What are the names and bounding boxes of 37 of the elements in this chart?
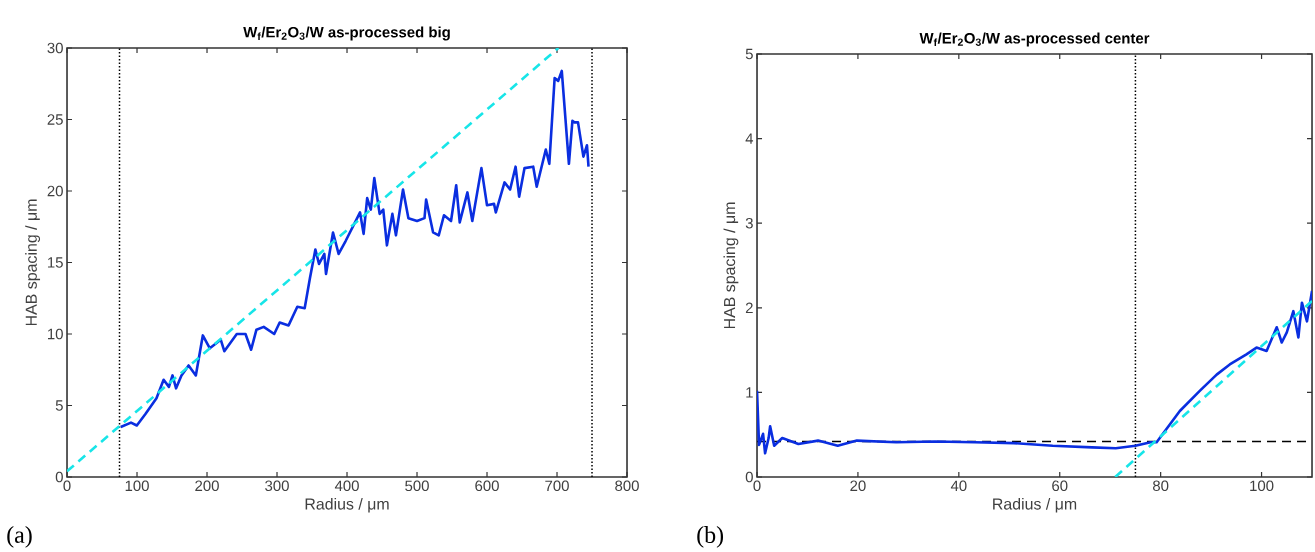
x-tick-label: 80 (1153, 480, 1169, 492)
y-tick-label: 20 (47, 185, 63, 197)
y-tick-label: 25 (47, 114, 63, 125)
x-tick-label: 60 (1052, 480, 1068, 492)
y-axis-title: HAB spacing / μm (25, 199, 41, 326)
text: (a) (7, 526, 32, 548)
x-tick-label: 100 (1250, 480, 1274, 492)
y-tick-label: 30 (47, 42, 63, 54)
y-tick-label: 2 (745, 302, 753, 313)
x-tick-label: 0 (63, 480, 71, 492)
text: (b) (697, 526, 724, 548)
x-axis-title: Radius / μm (305, 497, 389, 513)
y-tick-label: 3 (745, 217, 753, 229)
y-tick-label: 4 (745, 133, 754, 144)
x-tick-label: 100 (125, 480, 149, 492)
y-tick-label: 0 (745, 471, 753, 483)
y-tick-label: 5 (55, 400, 63, 411)
y-axis-title: HAB spacing / μm (723, 202, 739, 329)
x-tick-label: 500 (405, 480, 429, 492)
x-tick-label: 700 (545, 480, 569, 492)
x-tick-label: 600 (475, 480, 499, 492)
x-axis-title: Radius / μm (993, 497, 1077, 513)
x-tick-label: 800 (615, 480, 639, 492)
line-series (119, 69, 590, 429)
x-tick-label: 20 (850, 480, 866, 492)
x-tick-label: 200 (195, 480, 219, 492)
y-tick-label: 10 (48, 328, 63, 340)
x-tick-label: 40 (950, 480, 967, 492)
line-series (757, 289, 1313, 455)
chart-title: W$_{f}$/Er$_{2}$O$_{3}$/W as-processed big (243, 26, 450, 41)
y-tick-label: 15 (48, 257, 63, 268)
y-tick-label: 5 (745, 48, 753, 60)
y-tick-label: 1 (746, 387, 753, 398)
y-tick-label: 0 (55, 471, 63, 483)
x-tick-label: 300 (265, 480, 289, 492)
x-tick-label: 400 (334, 480, 359, 492)
chart-title: W$_{f}$/Er$_{2}$O$_{3}$/W as-processed center (919, 32, 1150, 47)
